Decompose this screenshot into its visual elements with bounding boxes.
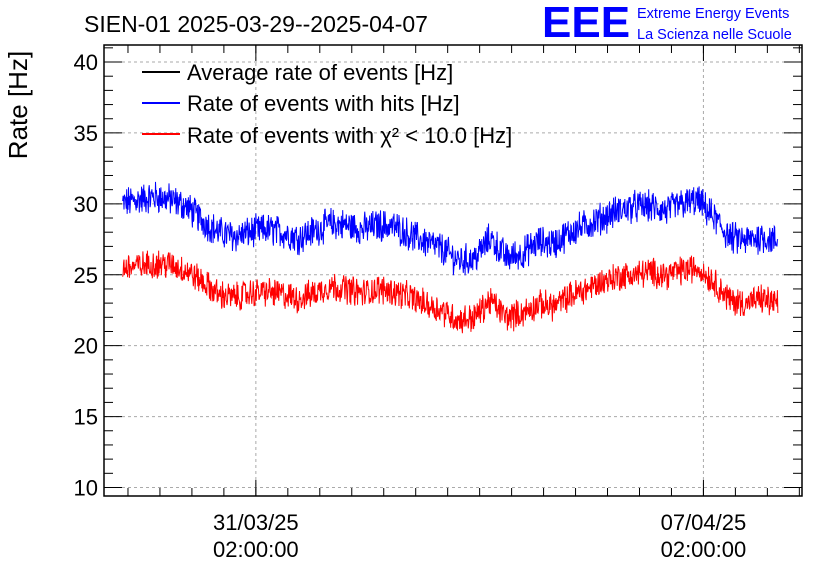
y-axis-label: Rate [Hz] (3, 51, 33, 159)
logo-mark: EEE (542, 0, 630, 47)
logo-line2: La Scienza nelle Scuole (637, 27, 792, 43)
y-tick-label: 10 (74, 475, 98, 500)
chart-title: SIEN-01 2025-03-29--2025-04-07 (84, 11, 428, 37)
logo-line1: Extreme Energy Events (637, 6, 789, 22)
series-line-chi2 (122, 250, 779, 334)
y-tick-label: 15 (74, 405, 98, 430)
ticks: 1015202530354031/03/2502:00:0007/04/2502… (74, 45, 802, 562)
x-tick-label-time: 02:00:00 (213, 537, 299, 562)
y-tick-label: 30 (74, 192, 98, 217)
x-tick-label-time: 02:00:00 (661, 537, 747, 562)
x-tick-label-date: 07/04/25 (661, 510, 747, 535)
series-line-hits (122, 181, 779, 276)
eee-logo: EEE Extreme Energy Events La Scienza nel… (542, 0, 792, 47)
y-tick-label: 35 (74, 121, 98, 146)
series-layer (122, 181, 779, 334)
legend: Average rate of events [Hz] Rate of even… (142, 60, 512, 148)
legend-label-average: Average rate of events [Hz] (187, 60, 453, 85)
x-tick-label-date: 31/03/25 (213, 510, 299, 535)
legend-label-chi2: Rate of events with χ² < 10.0 [Hz] (187, 123, 512, 148)
plot-frame (103, 44, 803, 497)
y-tick-label: 40 (74, 50, 98, 75)
y-tick-label: 20 (74, 334, 98, 359)
y-tick-label: 25 (74, 263, 98, 288)
legend-label-hits: Rate of events with hits [Hz] (187, 91, 460, 116)
